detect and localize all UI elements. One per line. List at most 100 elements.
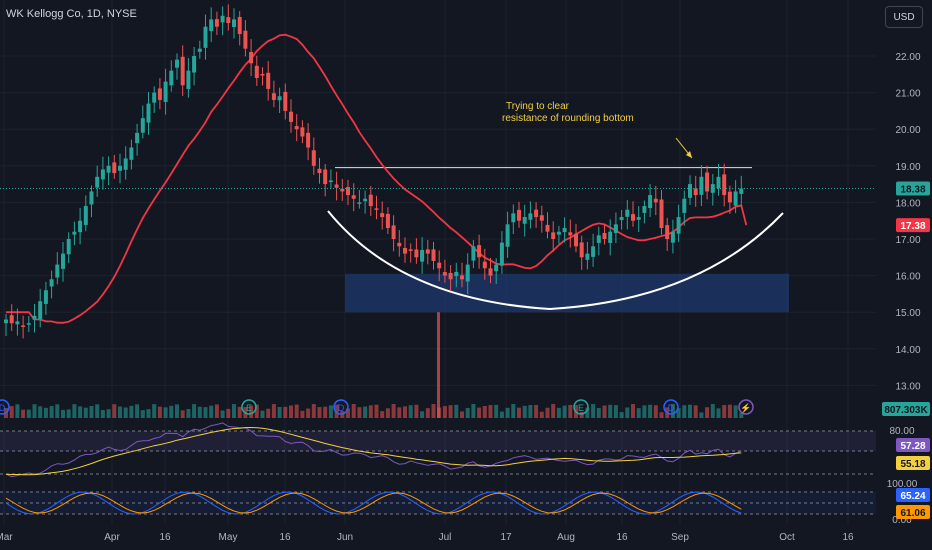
- candle-body: [522, 217, 527, 224]
- volume-bar: [545, 407, 550, 418]
- candle-body: [106, 165, 111, 173]
- volume-bar: [175, 404, 179, 418]
- event-marker: E: [573, 399, 589, 415]
- candle-body: [152, 92, 157, 103]
- candle-body: [420, 249, 425, 262]
- svg-text:D: D: [338, 403, 345, 413]
- volume-bar: [21, 409, 26, 418]
- volume-bar: [659, 412, 664, 418]
- candle-body: [289, 111, 293, 122]
- pane-tick: 100.00: [887, 479, 918, 490]
- stoch-k-label-bg: [896, 488, 930, 502]
- candle-body: [180, 56, 185, 86]
- candle-body: [431, 249, 436, 261]
- time-tick: May: [219, 532, 238, 543]
- candle-body: [72, 231, 77, 235]
- volume-bar: [237, 406, 242, 418]
- stoch-k-label: 65.24: [900, 491, 925, 502]
- volume-bar: [283, 406, 288, 418]
- candle-body: [140, 118, 145, 133]
- candle-body: [653, 198, 658, 203]
- price-axis: 22.00 21.00 20.00 19.00 18.00 17.00 16.00 15.00…: [887, 52, 921, 526]
- event-marker: E: [241, 399, 257, 415]
- time-tick: Oct: [779, 532, 795, 543]
- price-tick: 14.00: [895, 345, 920, 356]
- candle-body: [21, 325, 26, 327]
- volume-bar: [78, 406, 83, 418]
- price-tick: 21.00: [895, 89, 920, 100]
- volume-bar: [431, 404, 436, 418]
- candle-body: [214, 19, 219, 27]
- candle-body: [688, 184, 692, 198]
- volume-bar: [83, 407, 88, 418]
- volume-bar: [89, 405, 94, 418]
- candle-body: [32, 315, 37, 320]
- time-tick: Apr: [104, 532, 120, 543]
- volume-bar: [414, 404, 419, 418]
- volume-bar: [556, 407, 561, 418]
- annotation-line-2: resistance of rounding bottom: [502, 113, 634, 124]
- volume-bar: [260, 410, 265, 418]
- grid: [0, 0, 876, 525]
- volume-bar: [499, 411, 504, 418]
- candle-body: [95, 176, 100, 188]
- volume-bar: [613, 405, 618, 418]
- currency-button[interactable]: USD: [885, 6, 923, 28]
- candle-body: [517, 209, 521, 221]
- volume-bar: [471, 404, 476, 418]
- candle-body: [294, 126, 299, 130]
- svg-text:E: E: [246, 403, 252, 413]
- candle-body: [659, 199, 664, 229]
- svg-text:D: D: [668, 403, 675, 413]
- moving-average-line: [6, 33, 748, 324]
- candle-body: [613, 224, 618, 234]
- candle-body: [619, 217, 624, 221]
- volume-bar: [294, 404, 299, 418]
- candle-body: [568, 232, 573, 236]
- volume-bar: [357, 407, 362, 418]
- candle-body: [482, 261, 487, 269]
- candle-body: [260, 74, 265, 76]
- candle-body: [408, 249, 413, 251]
- candle-body: [26, 323, 31, 325]
- svg-text:E: E: [578, 403, 584, 413]
- candle-body: [374, 208, 379, 210]
- candle-body: [585, 253, 590, 260]
- candle-body: [232, 19, 236, 28]
- volume-bar: [653, 405, 658, 418]
- volume-bar: [528, 405, 533, 418]
- volume-bar: [727, 404, 732, 418]
- rounding-bottom-arc: [327, 210, 784, 311]
- volume-bar: [688, 404, 692, 418]
- volume-bar: [334, 404, 339, 418]
- candle-body: [38, 301, 43, 319]
- price-tick: 18.00: [895, 198, 920, 209]
- volume-bar: [220, 410, 225, 418]
- volume-bar: [135, 404, 140, 418]
- volume-bar: [112, 404, 117, 418]
- volume-bar: [61, 409, 65, 418]
- candle-body: [203, 26, 208, 48]
- volume-bar: [631, 404, 635, 418]
- candle-body: [665, 225, 670, 239]
- candle-body: [591, 246, 596, 257]
- rsi-band: [0, 431, 876, 451]
- volume-bar: [95, 404, 100, 418]
- candle-body: [129, 147, 134, 160]
- volume-bar: [733, 405, 738, 418]
- price-tick: 13.00: [895, 381, 920, 392]
- volume-bar: [517, 407, 521, 418]
- volume-bar: [9, 406, 14, 418]
- candle-body: [693, 188, 698, 196]
- candle-body: [465, 264, 470, 282]
- candle-body: [385, 213, 390, 229]
- volume-bar: [351, 404, 356, 418]
- volume-bar: [203, 407, 208, 418]
- candle-body: [380, 213, 385, 218]
- volume-bar: [123, 407, 128, 418]
- volume-bar: [722, 405, 727, 418]
- candle-body: [403, 247, 407, 254]
- candle-body: [454, 271, 459, 277]
- candle-body: [100, 169, 105, 180]
